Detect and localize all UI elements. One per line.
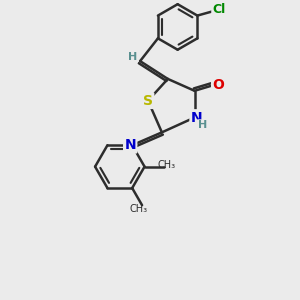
Text: S: S	[143, 94, 153, 108]
Text: H: H	[128, 52, 137, 62]
Text: Cl: Cl	[212, 3, 226, 16]
Text: CH₃: CH₃	[129, 204, 147, 214]
Text: CH₃: CH₃	[157, 160, 176, 170]
Text: H: H	[198, 120, 207, 130]
Text: N: N	[124, 138, 136, 152]
Text: N: N	[191, 110, 202, 124]
Text: O: O	[212, 78, 224, 92]
